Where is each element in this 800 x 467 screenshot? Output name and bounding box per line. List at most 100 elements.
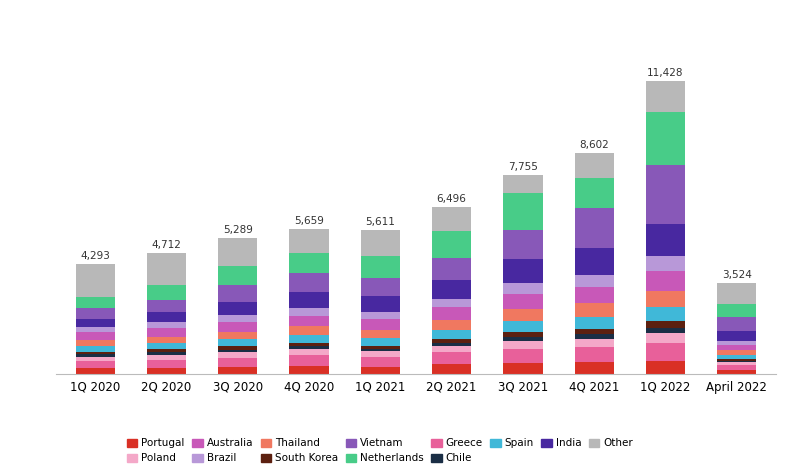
- Bar: [218, 347, 258, 350]
- Bar: [646, 343, 685, 361]
- Bar: [218, 353, 258, 359]
- Bar: [76, 368, 115, 374]
- Bar: [290, 253, 329, 273]
- Bar: [503, 321, 542, 333]
- Bar: [717, 355, 756, 359]
- Bar: [147, 352, 186, 355]
- Bar: [76, 346, 115, 352]
- Bar: [76, 357, 115, 361]
- Text: 5,289: 5,289: [223, 225, 253, 235]
- Bar: [574, 248, 614, 275]
- Bar: [717, 345, 756, 350]
- Bar: [290, 335, 329, 343]
- Bar: [147, 349, 186, 352]
- Bar: [290, 366, 329, 374]
- Text: 6,496: 6,496: [437, 194, 466, 204]
- Bar: [147, 368, 186, 374]
- Bar: [218, 350, 258, 353]
- Bar: [290, 349, 329, 355]
- Bar: [147, 343, 186, 349]
- Text: 11,428: 11,428: [647, 68, 684, 78]
- Text: 7,755: 7,755: [508, 162, 538, 172]
- Bar: [76, 354, 115, 357]
- Bar: [717, 350, 756, 355]
- Bar: [717, 332, 756, 341]
- Text: 5,659: 5,659: [294, 216, 324, 226]
- Bar: [361, 352, 400, 357]
- Bar: [218, 302, 258, 314]
- Bar: [646, 256, 685, 271]
- Bar: [147, 337, 186, 343]
- Bar: [361, 311, 400, 319]
- Bar: [361, 256, 400, 278]
- Bar: [717, 341, 756, 345]
- Bar: [76, 318, 115, 327]
- Text: 8,602: 8,602: [579, 140, 609, 150]
- Bar: [147, 312, 186, 322]
- Bar: [717, 361, 756, 362]
- Bar: [218, 359, 258, 367]
- Bar: [361, 338, 400, 346]
- Bar: [290, 326, 329, 335]
- Bar: [432, 339, 471, 343]
- Bar: [432, 353, 471, 364]
- Bar: [646, 327, 685, 333]
- Bar: [646, 224, 685, 256]
- Bar: [76, 264, 115, 297]
- Bar: [361, 296, 400, 311]
- Bar: [432, 320, 471, 330]
- Bar: [503, 363, 542, 374]
- Bar: [76, 361, 115, 368]
- Text: 4,712: 4,712: [151, 240, 182, 250]
- Bar: [646, 81, 685, 112]
- Bar: [503, 341, 542, 349]
- Bar: [432, 364, 471, 374]
- Bar: [503, 337, 542, 341]
- Bar: [574, 362, 614, 374]
- Bar: [574, 275, 614, 287]
- Bar: [76, 308, 115, 318]
- Bar: [574, 347, 614, 362]
- Bar: [503, 333, 542, 337]
- Bar: [361, 278, 400, 296]
- Bar: [361, 230, 400, 256]
- Bar: [646, 321, 685, 327]
- Bar: [717, 370, 756, 374]
- Bar: [574, 153, 614, 178]
- Bar: [218, 332, 258, 340]
- Bar: [361, 349, 400, 352]
- Bar: [218, 314, 258, 322]
- Bar: [147, 328, 186, 337]
- Bar: [290, 292, 329, 308]
- Bar: [432, 231, 471, 258]
- Bar: [432, 307, 471, 320]
- Bar: [646, 271, 685, 290]
- Bar: [574, 339, 614, 347]
- Bar: [646, 333, 685, 343]
- Bar: [646, 165, 685, 224]
- Bar: [361, 319, 400, 330]
- Bar: [503, 193, 542, 230]
- Bar: [361, 367, 400, 374]
- Bar: [290, 273, 329, 292]
- Bar: [503, 349, 542, 363]
- Bar: [646, 112, 685, 165]
- Bar: [717, 365, 756, 370]
- Bar: [361, 346, 400, 349]
- Bar: [432, 346, 471, 353]
- Bar: [290, 316, 329, 326]
- Bar: [218, 266, 258, 285]
- Bar: [76, 297, 115, 308]
- Bar: [290, 308, 329, 316]
- Text: 3,524: 3,524: [722, 270, 752, 280]
- Text: 4,293: 4,293: [80, 251, 110, 261]
- Bar: [361, 330, 400, 338]
- Bar: [432, 280, 471, 298]
- Bar: [147, 253, 186, 285]
- Bar: [76, 332, 115, 340]
- Bar: [76, 352, 115, 354]
- Bar: [717, 283, 756, 304]
- Bar: [503, 175, 542, 193]
- Bar: [503, 230, 542, 259]
- Bar: [361, 357, 400, 367]
